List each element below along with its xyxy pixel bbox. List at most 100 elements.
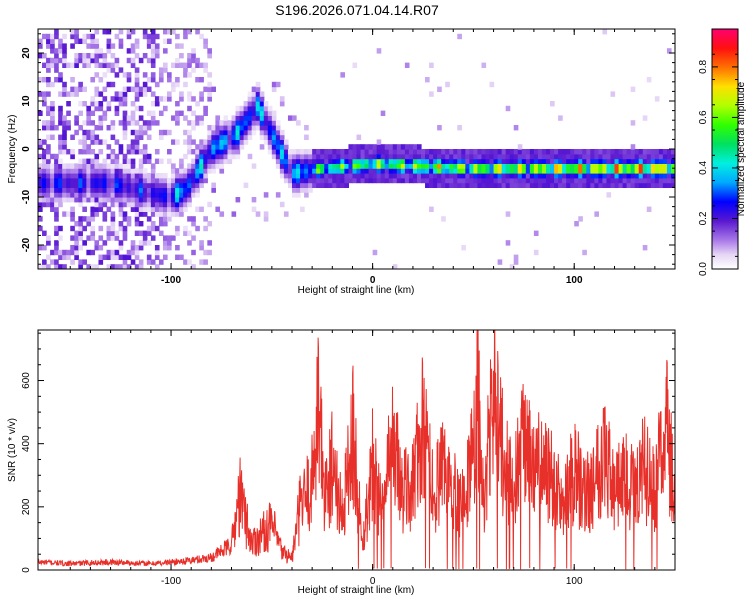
heatmap-cell — [392, 168, 398, 174]
heatmap-cell — [54, 158, 59, 164]
heatmap-cell — [541, 163, 547, 169]
heatmap-cell — [400, 163, 406, 169]
heatmap-cell — [38, 153, 43, 160]
heatmap-cell — [275, 129, 281, 136]
heatmap-cell — [582, 149, 587, 155]
heatmap-cell — [167, 197, 172, 203]
heatmap-cell — [146, 182, 152, 188]
heatmap-cell — [646, 206, 652, 212]
heatmap-cell — [114, 105, 120, 112]
heatmap-cell — [320, 163, 325, 169]
heatmap-cell — [493, 173, 499, 179]
heatmap-cell — [195, 187, 200, 193]
heatmap-cell — [489, 163, 495, 169]
heatmap-cell — [86, 134, 92, 140]
heatmap-cell — [50, 249, 55, 256]
heatmap-cell — [263, 125, 269, 131]
heatmap-cell — [98, 225, 104, 232]
heatmap-cell — [287, 115, 293, 121]
heatmap-cell — [102, 163, 108, 169]
heatmap-cell — [416, 163, 422, 169]
heatmap-cell — [320, 168, 325, 174]
heatmap-cell — [126, 29, 132, 35]
heatmap-cell — [102, 177, 108, 184]
heatmap-cell — [54, 259, 59, 265]
heatmap-cell — [550, 153, 555, 160]
heatmap-cell — [106, 254, 112, 260]
heatmap-cell — [46, 110, 51, 116]
heatmap-cell — [154, 173, 160, 179]
heatmap-cell — [167, 91, 172, 97]
heatmap-cell — [578, 163, 583, 169]
heatmap-cell — [578, 177, 583, 184]
heatmap-cell — [207, 153, 212, 160]
heatmap-cell — [332, 158, 337, 164]
heatmap-cell — [473, 149, 479, 155]
heatmap-cell — [82, 158, 87, 164]
heatmap-cell — [223, 125, 229, 131]
heatmap-cell — [666, 182, 672, 188]
heatmap-cell — [158, 221, 164, 227]
heatmap-cell — [94, 173, 100, 179]
heatmap-cell — [650, 182, 656, 188]
heatmap-cell — [126, 216, 132, 222]
heatmap-cell — [134, 245, 140, 251]
heatmap-cell — [175, 110, 180, 116]
heatmap-cell — [138, 125, 144, 131]
heatmap-cell — [46, 67, 51, 73]
heatmap-cell — [586, 182, 591, 188]
heatmap-cell — [74, 29, 79, 35]
heatmap-cell — [130, 48, 136, 54]
heatmap-cell — [94, 192, 100, 198]
heatmap-cell — [291, 158, 297, 164]
heatmap-cell — [380, 168, 386, 174]
heatmap-cell — [630, 144, 636, 150]
heatmap-cell — [179, 197, 184, 203]
heatmap-cell — [541, 177, 547, 184]
heatmap-cell — [283, 139, 289, 145]
heatmap-cell — [558, 177, 563, 184]
heatmap-cell — [453, 149, 458, 155]
heatmap-cell — [658, 168, 664, 174]
heatmap-cell — [416, 153, 422, 160]
heatmap-cell — [291, 173, 297, 179]
colorbar: 0.0 0.2 0.4 0.6 0.8 Normalized spectral … — [698, 28, 747, 276]
snr-ticks — [38, 330, 675, 571]
heatmap-cell — [513, 182, 519, 188]
y-tick-label: 10 — [21, 95, 32, 107]
heatmap-cell — [167, 96, 172, 102]
heatmap-cell — [477, 182, 483, 188]
heatmap-cell — [114, 72, 120, 78]
heatmap-cell — [437, 158, 442, 164]
heatmap-cell — [82, 168, 87, 174]
heatmap-cell — [630, 177, 636, 184]
heatmap-cell — [529, 173, 535, 179]
heatmap-cell — [138, 57, 144, 64]
heatmap-cell — [662, 153, 668, 160]
heatmap-cell — [118, 101, 124, 107]
heatmap-cell — [312, 182, 317, 188]
heatmap-cell — [146, 110, 152, 116]
heatmap-cell — [275, 192, 281, 198]
heatmap-cell — [90, 158, 96, 164]
heatmap-cell — [348, 144, 354, 150]
heatmap-cell — [271, 153, 277, 160]
heatmap-cell — [404, 173, 410, 179]
heatmap-cell — [263, 101, 269, 107]
heatmap-cell — [42, 163, 47, 169]
heatmap-cell — [231, 153, 237, 160]
heatmap-cell — [106, 182, 112, 188]
heatmap-cell — [171, 235, 176, 241]
heatmap-cell — [582, 153, 587, 160]
spectrogram-x-axis-label: Height of straight line (km) — [298, 285, 415, 296]
heatmap-cell — [368, 158, 374, 164]
heatmap-cell — [247, 115, 253, 121]
heatmap-cell — [296, 158, 301, 164]
heatmap-cell — [227, 153, 233, 160]
heatmap-cell — [566, 153, 571, 160]
heatmap-cell — [646, 173, 652, 179]
y-tick-label: 400 — [21, 435, 32, 452]
heatmap-cell — [126, 86, 132, 92]
heatmap-cell — [70, 211, 75, 217]
heatmap-cell — [94, 264, 100, 269]
